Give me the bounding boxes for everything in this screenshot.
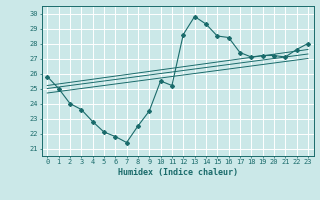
X-axis label: Humidex (Indice chaleur): Humidex (Indice chaleur) xyxy=(118,168,237,177)
